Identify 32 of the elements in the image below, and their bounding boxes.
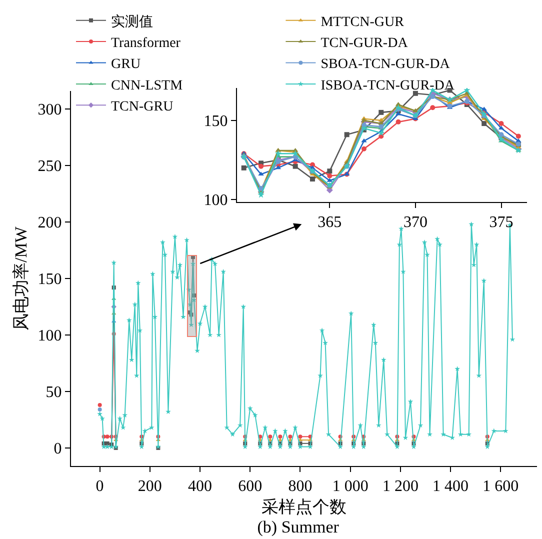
x-tick-label: 1 400 — [432, 478, 469, 496]
x-axis-title: 采样点个数 — [262, 498, 346, 517]
legend-label: TCN-GRU — [111, 100, 174, 115]
text: (b) Summer — [257, 518, 340, 537]
y-tick-label: 100 — [204, 192, 228, 210]
y-tick-label: 250 — [38, 158, 62, 176]
x-tick-label: 1 000 — [332, 478, 368, 496]
x-tick-label: 200 — [138, 478, 162, 496]
y-tick-label: 150 — [38, 271, 62, 288]
legend-label: MTTCN-GUR — [320, 14, 405, 30]
x-tick-label: 370 — [403, 214, 428, 232]
x-tick-label: 0 — [96, 478, 104, 496]
y-tick-label: 50 — [46, 384, 62, 402]
y-axis-title: 风电功率/MW — [11, 226, 30, 330]
x-tick-label: 1 200 — [382, 478, 418, 496]
y-tick-label: 0 — [54, 440, 62, 458]
legend-label: SBOA-TCN-GUR-DA — [320, 57, 451, 72]
x-tick-label: 375 — [489, 214, 514, 232]
legend-label: ISBOA-TCN-GUR-DA — [320, 78, 456, 94]
legend-label: TCN-GUR-DA — [320, 36, 409, 52]
x-tick-label: 600 — [238, 478, 262, 496]
x-tick-label: 1 600 — [482, 478, 519, 496]
legend-label: Transformer — [111, 36, 181, 52]
y-tick-label: 150 — [204, 112, 228, 130]
y-tick-label: 100 — [38, 328, 62, 345]
y-tick-label: 300 — [38, 102, 62, 119]
legend-label: GRU — [111, 57, 141, 72]
legend-label: 实测值 — [111, 14, 153, 30]
x-tick-label: 365 — [318, 214, 342, 232]
legend-label: CNN-LSTM — [111, 78, 184, 94]
x-tick-label: 400 — [188, 478, 212, 496]
x-tick-label: 800 — [288, 478, 312, 496]
